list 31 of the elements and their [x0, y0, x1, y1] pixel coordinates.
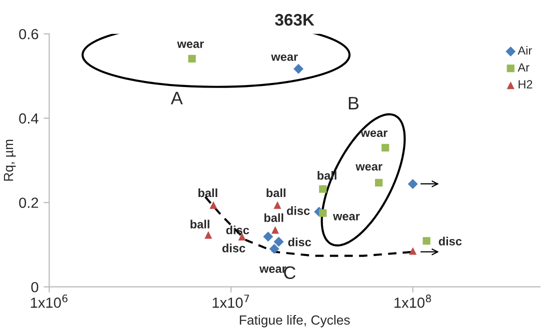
- annotation: ball: [198, 188, 218, 198]
- annotation: disc: [438, 236, 462, 246]
- y-tick-label: 0: [31, 282, 38, 292]
- annotation: B: [348, 96, 359, 110]
- x-tick-label: 1x10$^{6}$: [30, 294, 68, 308]
- y-axis-title: Rq, µm: [4, 140, 16, 181]
- annotation: C: [284, 266, 296, 280]
- annotation: wear: [360, 130, 388, 137]
- y-tick-label: 0.6: [19, 28, 38, 40]
- legend-label: Air: [518, 46, 532, 55]
- annotation: disc: [286, 206, 310, 215]
- annotation: wear: [177, 42, 204, 48]
- annotation: ball: [190, 220, 210, 228]
- annotation: wear: [271, 54, 298, 61]
- chart-title: 363K: [275, 14, 314, 26]
- annotation: wear: [332, 214, 360, 220]
- annotation: wear: [259, 266, 286, 273]
- x-axis-title: Fatigue life, Cycles: [240, 315, 350, 328]
- annotation: disc: [222, 244, 246, 252]
- annotation: A: [170, 92, 183, 104]
- annotation: ball: [264, 213, 284, 222]
- annotation: disc: [226, 226, 250, 234]
- annotation: disc: [288, 238, 312, 246]
- x-tick-label: 1x10$^{8}$: [394, 294, 431, 308]
- annotation: ball: [266, 188, 286, 198]
- y-tick-label: 0.2: [19, 198, 38, 208]
- legend-label: Ar: [518, 63, 530, 72]
- legend-label: H2: [518, 80, 532, 88]
- y-tick-label: 0.4: [19, 113, 38, 124]
- x-tick-label: 1x10$^{7}$: [212, 294, 250, 308]
- annotation: wear: [356, 164, 382, 171]
